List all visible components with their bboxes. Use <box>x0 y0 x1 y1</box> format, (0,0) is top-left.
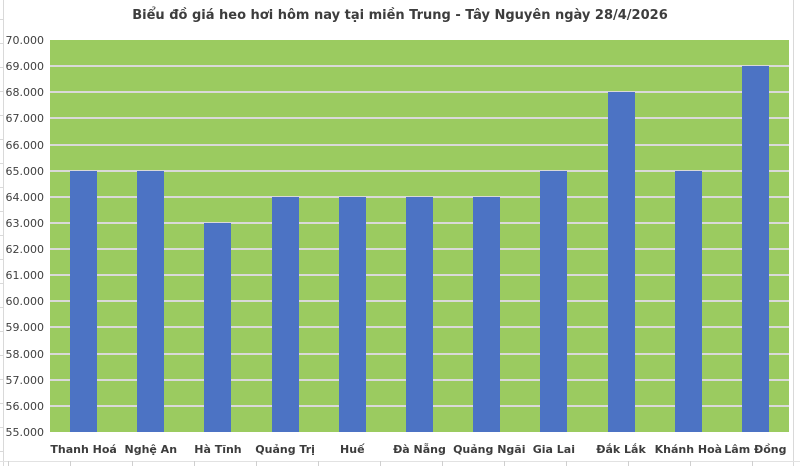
y-axis-label: 57.000 <box>5 373 45 387</box>
x-axis-label: Quảng Ngãi <box>453 443 526 456</box>
bar-Quảng Trị <box>271 196 299 432</box>
sheet-column-tick <box>70 461 71 466</box>
y-axis-label: 60.000 <box>5 295 45 309</box>
gridline <box>50 65 789 68</box>
sheet-column-tick <box>194 461 195 466</box>
y-axis-label: 61.000 <box>5 269 45 283</box>
x-axis-label: Đắk Lắk <box>596 443 646 456</box>
x-axis-label: Khánh Hoà <box>654 443 723 456</box>
y-axis-label: 62.000 <box>5 243 45 257</box>
sheet-row-tick <box>0 163 3 164</box>
sheet-row-tick <box>0 403 3 404</box>
sheet-row-tick <box>0 235 3 236</box>
bar-Lâm Đồng <box>741 66 769 432</box>
y-axis-label: 65.000 <box>5 164 45 178</box>
bar-Gia Lai <box>540 170 568 432</box>
y-axis-label: 66.000 <box>5 138 45 152</box>
x-axis-label: Gia Lai <box>532 443 575 456</box>
sheet-row-tick <box>0 211 3 212</box>
bar-Khánh Hoà <box>674 170 702 432</box>
sheet-row-tick <box>0 19 3 20</box>
sheet-row-tick <box>0 115 3 116</box>
bar-Thanh Hoá <box>70 170 98 432</box>
sheet-column-tick <box>8 461 9 466</box>
bar-Đà Nẵng <box>406 196 433 432</box>
gridline <box>50 91 789 94</box>
bar-Nghệ An <box>137 170 165 432</box>
y-axis-label: 55.000 <box>5 426 45 439</box>
bar-Hà Tĩnh <box>204 222 232 432</box>
bar-Đắk Lắk <box>607 92 635 432</box>
sheet-row-tick <box>0 187 3 188</box>
x-axis-label: Đà Nẵng <box>393 443 446 456</box>
gridline <box>50 195 789 198</box>
y-axis-label: 59.000 <box>5 321 45 335</box>
sheet-column-tick <box>442 461 443 466</box>
sheet-row-tick <box>0 67 3 68</box>
x-axis-label: Thanh Hoá <box>50 443 117 456</box>
sheet-column-border <box>3 0 4 466</box>
sheet-row-tick <box>0 139 3 140</box>
sheet-column-tick <box>380 461 381 466</box>
sheet-column-tick <box>628 461 629 466</box>
sheet-column-tick <box>566 461 567 466</box>
sheet-column-tick <box>318 461 319 466</box>
y-axis-label: 58.000 <box>5 347 45 361</box>
sheet-row-tick <box>0 355 3 356</box>
sheet-row-tick <box>0 91 3 92</box>
sheet-row-tick <box>0 43 3 44</box>
y-axis-label: 63.000 <box>5 216 45 230</box>
chart-title: Biểu đồ giá heo hơi hôm nay tại miền Tru… <box>132 8 668 23</box>
sheet-row-tick <box>0 427 3 428</box>
bar-Huế <box>338 196 366 432</box>
sheet-row-tick <box>0 331 3 332</box>
sheet-row-tick <box>0 259 3 260</box>
x-axis-label: Nghệ An <box>124 443 178 456</box>
y-axis-label: 70.000 <box>5 34 45 47</box>
y-axis-label: 67.000 <box>5 112 45 126</box>
gridline <box>50 169 789 172</box>
sheet-column-border <box>793 0 794 466</box>
sheet-row-tick <box>0 379 3 380</box>
gridline <box>50 143 789 146</box>
y-axis-label: 69.000 <box>5 60 45 74</box>
bar-Quảng Ngãi <box>473 196 501 432</box>
sheet-row-tick <box>0 283 3 284</box>
sheet-column-tick <box>132 461 133 466</box>
y-axis-label: 68.000 <box>5 86 45 100</box>
gridline <box>50 117 789 120</box>
y-axis-label: 64.000 <box>5 190 45 204</box>
plot-area <box>50 40 789 432</box>
x-axis-label: Lâm Đồng <box>724 443 787 456</box>
x-axis-label: Hà Tĩnh <box>194 443 242 456</box>
sheet-row-tick <box>0 451 3 452</box>
sheet-column-tick <box>752 461 753 466</box>
sheet-column-tick <box>690 461 691 466</box>
y-axis-label: 56.000 <box>5 399 45 413</box>
sheet-row-border <box>0 461 800 462</box>
sheet-row-tick <box>0 307 3 308</box>
x-axis-label: Huế <box>340 443 365 456</box>
sheet-column-tick <box>504 461 505 466</box>
x-axis-label: Quảng Trị <box>255 443 315 456</box>
sheet-column-tick <box>256 461 257 466</box>
